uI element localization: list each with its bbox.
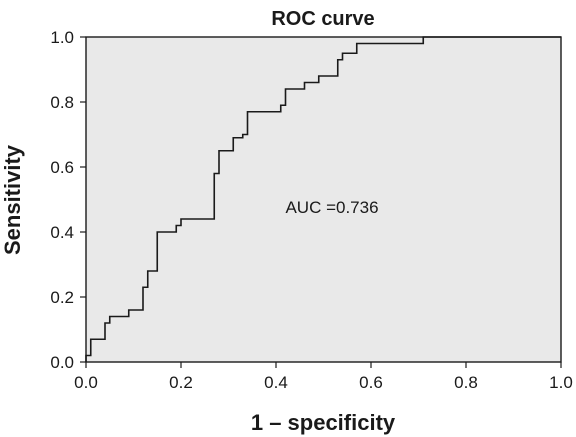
y-axis-label: Sensitivity xyxy=(0,144,25,255)
y-tick-label: 0.0 xyxy=(50,353,74,372)
y-tick-label: 1.0 xyxy=(50,28,74,47)
auc-annotation: AUC =0.736 xyxy=(285,198,378,217)
x-axis-label: 1 – specificity xyxy=(251,410,396,435)
y-tick-label: 0.6 xyxy=(50,158,74,177)
y-tick-label: 0.8 xyxy=(50,93,74,112)
x-tick-label: 0.6 xyxy=(359,373,383,392)
chart-title: ROC curve xyxy=(271,8,374,30)
x-tick-label: 1.0 xyxy=(549,373,573,392)
x-tick-label: 0.2 xyxy=(169,373,193,392)
x-tick-label: 0.4 xyxy=(264,373,288,392)
axis-ticks xyxy=(80,36,562,368)
plot-area xyxy=(85,36,562,363)
y-tick-label: 0.2 xyxy=(50,288,74,307)
axis-tick-labels: 0.0 0.2 0.4 0.6 0.8 1.0 0.0 0.2 0.4 0.6 0.8 1.0 xyxy=(50,28,572,392)
x-tick-label: 0.0 xyxy=(74,373,98,392)
y-tick-label: 0.4 xyxy=(50,223,74,242)
roc-curve-line xyxy=(85,36,561,362)
x-tick-label: 0.8 xyxy=(454,373,478,392)
